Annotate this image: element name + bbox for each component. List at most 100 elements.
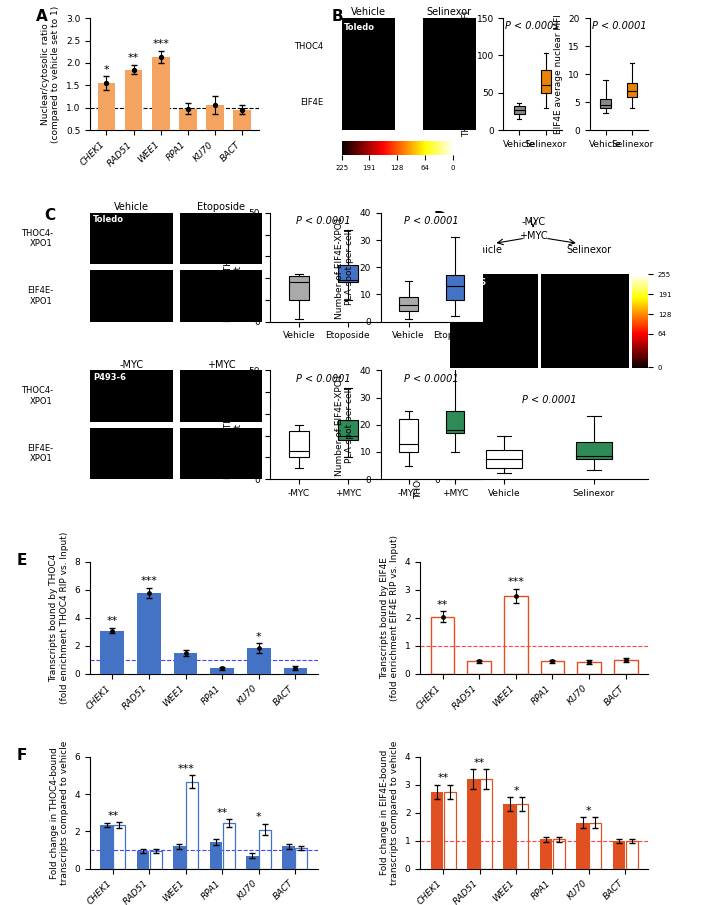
Point	[583, 655, 595, 670]
Bar	[137, 851, 150, 869]
Text: EIF4E-
XPO1: EIF4E- XPO1	[27, 286, 53, 306]
Bar	[247, 648, 271, 674]
Text: ***: ***	[152, 40, 169, 50]
Bar	[446, 275, 464, 300]
Bar	[100, 631, 124, 674]
Y-axis label: Transcripts bound by EIF4E
(fold enrichment EIF4E RIP vs. Input): Transcripts bound by EIF4E (fold enrichm…	[380, 535, 399, 700]
Text: P < 0.0001: P < 0.0001	[505, 22, 560, 32]
Point	[620, 653, 631, 667]
Bar	[486, 451, 522, 468]
Bar	[282, 846, 295, 869]
Text: ***: ***	[140, 576, 158, 586]
Text: C: C	[45, 208, 55, 223]
Text: **: **	[438, 774, 449, 784]
Text: +MYC: +MYC	[519, 231, 547, 241]
Text: **: **	[437, 599, 448, 609]
Bar	[222, 823, 235, 869]
Text: P493-6: P493-6	[94, 373, 126, 382]
Bar	[125, 70, 143, 153]
Text: **: **	[107, 811, 119, 821]
Point	[236, 102, 248, 117]
Bar	[338, 421, 358, 440]
Text: THOC4-
XPO1: THOC4- XPO1	[21, 386, 53, 405]
Text: P < 0.0001: P < 0.0001	[405, 216, 459, 226]
Bar	[541, 71, 552, 93]
Bar	[514, 106, 525, 114]
Bar	[400, 297, 418, 310]
Bar	[137, 593, 161, 674]
Bar	[400, 419, 418, 452]
Text: P < 0.0001: P < 0.0001	[296, 374, 351, 384]
Y-axis label: Fold change in EIF4E-bound
transcripts compared to vehicle: Fold change in EIF4E-bound transcripts c…	[380, 740, 399, 885]
Point	[253, 641, 265, 655]
Text: **: **	[217, 808, 228, 818]
Text: Selinexor: Selinexor	[566, 244, 611, 254]
Text: P < 0.0001: P < 0.0001	[522, 395, 576, 405]
Bar	[338, 265, 358, 282]
Text: *: *	[104, 64, 109, 74]
Bar	[431, 616, 454, 674]
Point	[289, 661, 301, 675]
Title: +MYC: +MYC	[207, 359, 235, 369]
Bar	[152, 57, 169, 153]
Bar	[295, 848, 307, 869]
Title: Etoposide: Etoposide	[197, 202, 246, 212]
Text: Vehicle: Vehicle	[468, 244, 503, 254]
Point	[182, 101, 194, 116]
Text: *: *	[513, 786, 519, 796]
Bar	[174, 653, 197, 674]
Y-axis label: Number of THOC4-XPO1
PLA spot per cell: Number of THOC4-XPO1 PLA spot per cell	[224, 370, 243, 480]
Bar	[210, 668, 234, 674]
Text: THOC4-
XPO1: THOC4- XPO1	[21, 229, 53, 248]
Bar	[613, 841, 625, 869]
Y-axis label: Fold change in THOC4-bound
transcripts compared to vehicle: Fold change in THOC4-bound transcripts c…	[50, 740, 69, 885]
Bar	[553, 839, 565, 869]
Bar	[467, 662, 491, 674]
Bar	[289, 432, 309, 457]
Bar	[626, 841, 638, 869]
Bar	[179, 109, 197, 153]
Text: **: **	[128, 53, 139, 63]
Y-axis label: Number of EIF4E-XPO1
PLA spot per cell: Number of EIF4E-XPO1 PLA spot per cell	[335, 216, 354, 319]
Title: Selinexor: Selinexor	[426, 7, 472, 17]
Text: Toledo: Toledo	[343, 23, 374, 32]
Text: F: F	[17, 748, 27, 763]
Bar	[600, 100, 611, 108]
Point	[180, 645, 192, 660]
Point	[217, 661, 228, 675]
Text: A: A	[36, 9, 48, 24]
Bar	[467, 779, 480, 869]
Text: **: **	[474, 758, 485, 768]
Bar	[576, 823, 589, 869]
Text: B: B	[332, 9, 343, 24]
Text: *: *	[586, 805, 592, 815]
Point	[210, 98, 221, 112]
Bar	[233, 110, 251, 153]
Bar	[150, 851, 162, 869]
Bar	[289, 276, 309, 300]
Bar	[114, 825, 125, 869]
Title: Vehicle: Vehicle	[351, 7, 386, 17]
Text: EIF4E-
XPO1: EIF4E- XPO1	[27, 443, 53, 463]
Point	[101, 76, 112, 91]
Point	[546, 654, 558, 669]
Title: Vehicle: Vehicle	[114, 202, 149, 212]
Bar	[480, 779, 492, 869]
Y-axis label: Number of EIF4E-XPO1
PLA spot per cell: Number of EIF4E-XPO1 PLA spot per cell	[335, 374, 354, 476]
Bar	[173, 846, 186, 869]
Text: P493-6: P493-6	[454, 278, 487, 287]
Bar	[627, 82, 637, 97]
Bar	[589, 823, 601, 869]
Text: P < 0.0001: P < 0.0001	[592, 22, 646, 32]
Bar	[431, 792, 444, 869]
Point	[437, 609, 449, 624]
Text: ***: ***	[508, 577, 524, 587]
Bar	[503, 805, 516, 869]
Point	[473, 654, 485, 669]
Bar	[259, 830, 271, 869]
Bar	[516, 805, 528, 869]
Bar	[210, 842, 222, 869]
Bar	[98, 83, 115, 153]
Y-axis label: THOC4 average nuclear MFI: THOC4 average nuclear MFI	[414, 373, 423, 499]
Point	[510, 588, 521, 603]
